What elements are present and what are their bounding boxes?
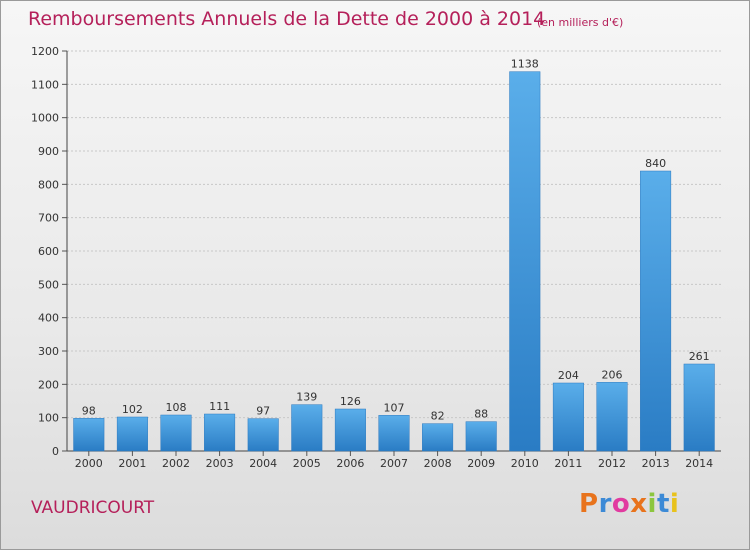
data-label: 82 xyxy=(431,410,445,423)
logo-letter: P xyxy=(579,489,599,519)
data-label: 1138 xyxy=(511,58,539,71)
chart-title: Remboursements Annuels de la Dette de 20… xyxy=(28,8,546,30)
x-tick-label: 2010 xyxy=(511,457,539,470)
y-tick-label: 200 xyxy=(38,378,59,391)
bar xyxy=(247,418,279,452)
data-label: 98 xyxy=(82,404,96,417)
data-label: 261 xyxy=(689,350,710,363)
y-tick-label: 700 xyxy=(38,212,59,225)
data-label: 840 xyxy=(645,157,666,170)
chart-subtitle: (en milliers d'€) xyxy=(537,16,624,29)
x-tick-label: 2004 xyxy=(249,457,277,470)
logo-letter: o xyxy=(611,489,631,519)
x-tick-label: 2003 xyxy=(206,457,234,470)
bar xyxy=(552,382,584,452)
y-tick-label: 400 xyxy=(38,312,59,325)
x-tick-label: 2000 xyxy=(75,457,103,470)
data-label: 108 xyxy=(166,401,187,414)
x-tick-label: 2001 xyxy=(118,457,146,470)
data-label: 88 xyxy=(474,408,488,421)
x-tick-label: 2011 xyxy=(554,457,582,470)
x-tick-label: 2002 xyxy=(162,457,190,470)
x-tick-label: 2008 xyxy=(424,457,452,470)
data-label: 111 xyxy=(209,400,230,413)
x-tick-label: 2013 xyxy=(642,457,670,470)
bar xyxy=(378,415,410,452)
data-label: 97 xyxy=(256,405,270,418)
bar xyxy=(334,408,366,452)
bar xyxy=(683,363,715,452)
x-tick-label: 2006 xyxy=(336,457,364,470)
bar xyxy=(465,421,497,452)
logo-letter: i xyxy=(647,489,657,519)
y-tick-label: 100 xyxy=(38,412,59,425)
bar xyxy=(160,414,192,452)
x-tick-label: 2005 xyxy=(293,457,321,470)
y-tick-label: 300 xyxy=(38,345,59,358)
logo-letter: i xyxy=(669,489,680,519)
logo-letter: r xyxy=(598,489,612,519)
data-label: 102 xyxy=(122,403,143,416)
y-tick-label: 900 xyxy=(38,145,59,158)
x-tick-label: 2007 xyxy=(380,457,408,470)
y-tick-label: 1200 xyxy=(31,45,59,58)
y-tick-label: 0 xyxy=(52,445,59,458)
bar xyxy=(596,382,628,452)
commune-name: VAUDRICOURT xyxy=(31,498,155,518)
bar xyxy=(116,416,148,452)
bar xyxy=(509,71,541,452)
y-tick-label: 500 xyxy=(38,278,59,291)
logo-letter: t xyxy=(656,489,670,519)
bar xyxy=(73,418,105,452)
bar xyxy=(204,413,236,452)
logo-letter: x xyxy=(630,489,648,519)
y-tick-label: 600 xyxy=(38,245,59,258)
data-label: 204 xyxy=(558,369,579,382)
x-tick-label: 2012 xyxy=(598,457,626,470)
x-tick-label: 2009 xyxy=(467,457,495,470)
proxiti-logo: Proxiti xyxy=(579,489,679,519)
data-label: 126 xyxy=(340,395,361,408)
bar xyxy=(422,423,454,452)
y-tick-label: 800 xyxy=(38,178,59,191)
bar xyxy=(640,170,672,452)
data-label: 107 xyxy=(384,401,405,414)
y-tick-label: 1100 xyxy=(31,78,59,91)
data-label: 206 xyxy=(602,368,623,381)
bar xyxy=(291,404,323,452)
data-label: 139 xyxy=(296,391,317,404)
y-tick-label: 1000 xyxy=(31,112,59,125)
x-tick-label: 2014 xyxy=(685,457,713,470)
